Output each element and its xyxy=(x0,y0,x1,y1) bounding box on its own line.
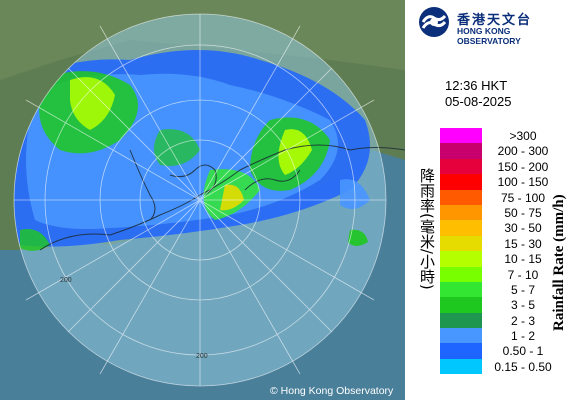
legend-swatch xyxy=(440,174,482,190)
legend-row: 2 - 3 xyxy=(440,312,570,329)
legend-label: 0.50 - 1 xyxy=(502,344,544,359)
radar-map: 200 200 © Hong Kong Observatory xyxy=(0,0,405,400)
legend-row: 3 - 5 xyxy=(440,297,570,313)
legend-swatch xyxy=(440,312,482,329)
copyright-text: © Hong Kong Observatory xyxy=(270,385,394,397)
rainfall-rate-cn-label: 降雨率(毫米/小時) xyxy=(418,168,436,290)
legend-swatch xyxy=(440,251,482,267)
legend-row: 10 - 15 xyxy=(440,251,570,267)
legend-label: 7 - 10 xyxy=(507,267,539,282)
legend-row: 50 - 75 xyxy=(440,204,570,221)
legend-swatch xyxy=(440,235,482,252)
legend-row: 1 - 2 xyxy=(440,328,570,344)
timestamp-date: 05-08-2025 xyxy=(445,94,512,109)
legend-label: 200 - 300 xyxy=(497,144,549,159)
legend-swatch xyxy=(440,358,482,375)
legend-row: 100 - 150 xyxy=(440,174,570,190)
range-rings xyxy=(13,13,387,387)
legend-row: 0.50 - 1 xyxy=(440,343,570,359)
legend-label: 150 - 200 xyxy=(497,159,549,174)
legend-swatch xyxy=(440,266,482,282)
legend-row: 15 - 30 xyxy=(440,235,570,252)
hko-logo-icon xyxy=(419,7,449,37)
legend-label: 1 - 2 xyxy=(510,329,535,344)
coastline xyxy=(39,144,405,251)
legend-swatch xyxy=(440,328,482,344)
legend-swatch xyxy=(440,158,482,175)
logo-en-text: HONG KONG OBSERVATORY xyxy=(457,26,521,46)
legend-row: 200 - 300 xyxy=(440,143,570,159)
legend-label: 15 - 30 xyxy=(504,236,542,251)
legend-swatch xyxy=(440,204,482,221)
logo-cn-text: 香港天文台 xyxy=(457,13,533,28)
legend-row: 7 - 10 xyxy=(440,266,570,282)
legend-row: 75 - 100 xyxy=(440,189,570,205)
legend-label: >300 xyxy=(509,129,537,143)
legend-row: >300 xyxy=(440,128,570,144)
legend-swatch xyxy=(440,143,482,159)
legend-row: 5 - 7 xyxy=(440,281,570,298)
legend-label: 5 - 7 xyxy=(510,282,535,297)
legend-row: 30 - 50 xyxy=(440,220,570,236)
legend-swatch xyxy=(440,297,482,313)
legend-label: 100 - 150 xyxy=(497,175,549,190)
range-label-west: 200 xyxy=(60,277,72,284)
legend-label: 30 - 50 xyxy=(504,221,542,236)
legend-label: 50 - 75 xyxy=(504,205,542,220)
hko-logo: 香港天文台 HONG KONG OBSERVATORY xyxy=(413,6,573,46)
legend-swatch xyxy=(440,128,482,144)
legend-row: 150 - 200 xyxy=(440,158,570,175)
legend-swatch xyxy=(440,220,482,236)
timestamp-time: 12:36 HKT xyxy=(445,78,508,93)
legend-label: 3 - 5 xyxy=(510,298,535,313)
legend-label: 10 - 15 xyxy=(504,252,542,267)
legend-swatch xyxy=(440,343,482,359)
legend-row: 0.15 - 0.50 xyxy=(440,358,570,375)
rainfall-rate-en-label: Rainfall Rate (mm/h) xyxy=(551,194,567,332)
legend-swatch xyxy=(440,281,482,298)
legend-label: 2 - 3 xyxy=(510,313,535,328)
rainfall-legend: >300 200 - 300 150 - 200 100 - 150 75 - 100 5… xyxy=(440,128,570,375)
legend-label: 0.15 - 0.50 xyxy=(494,359,552,374)
range-label-south: 200 xyxy=(196,353,208,360)
legend-swatch xyxy=(440,189,482,205)
legend-label: 75 - 100 xyxy=(500,190,546,205)
legend-panel: 香港天文台 HONG KONG OBSERVATORY 12:36 HKT 05… xyxy=(405,0,577,400)
